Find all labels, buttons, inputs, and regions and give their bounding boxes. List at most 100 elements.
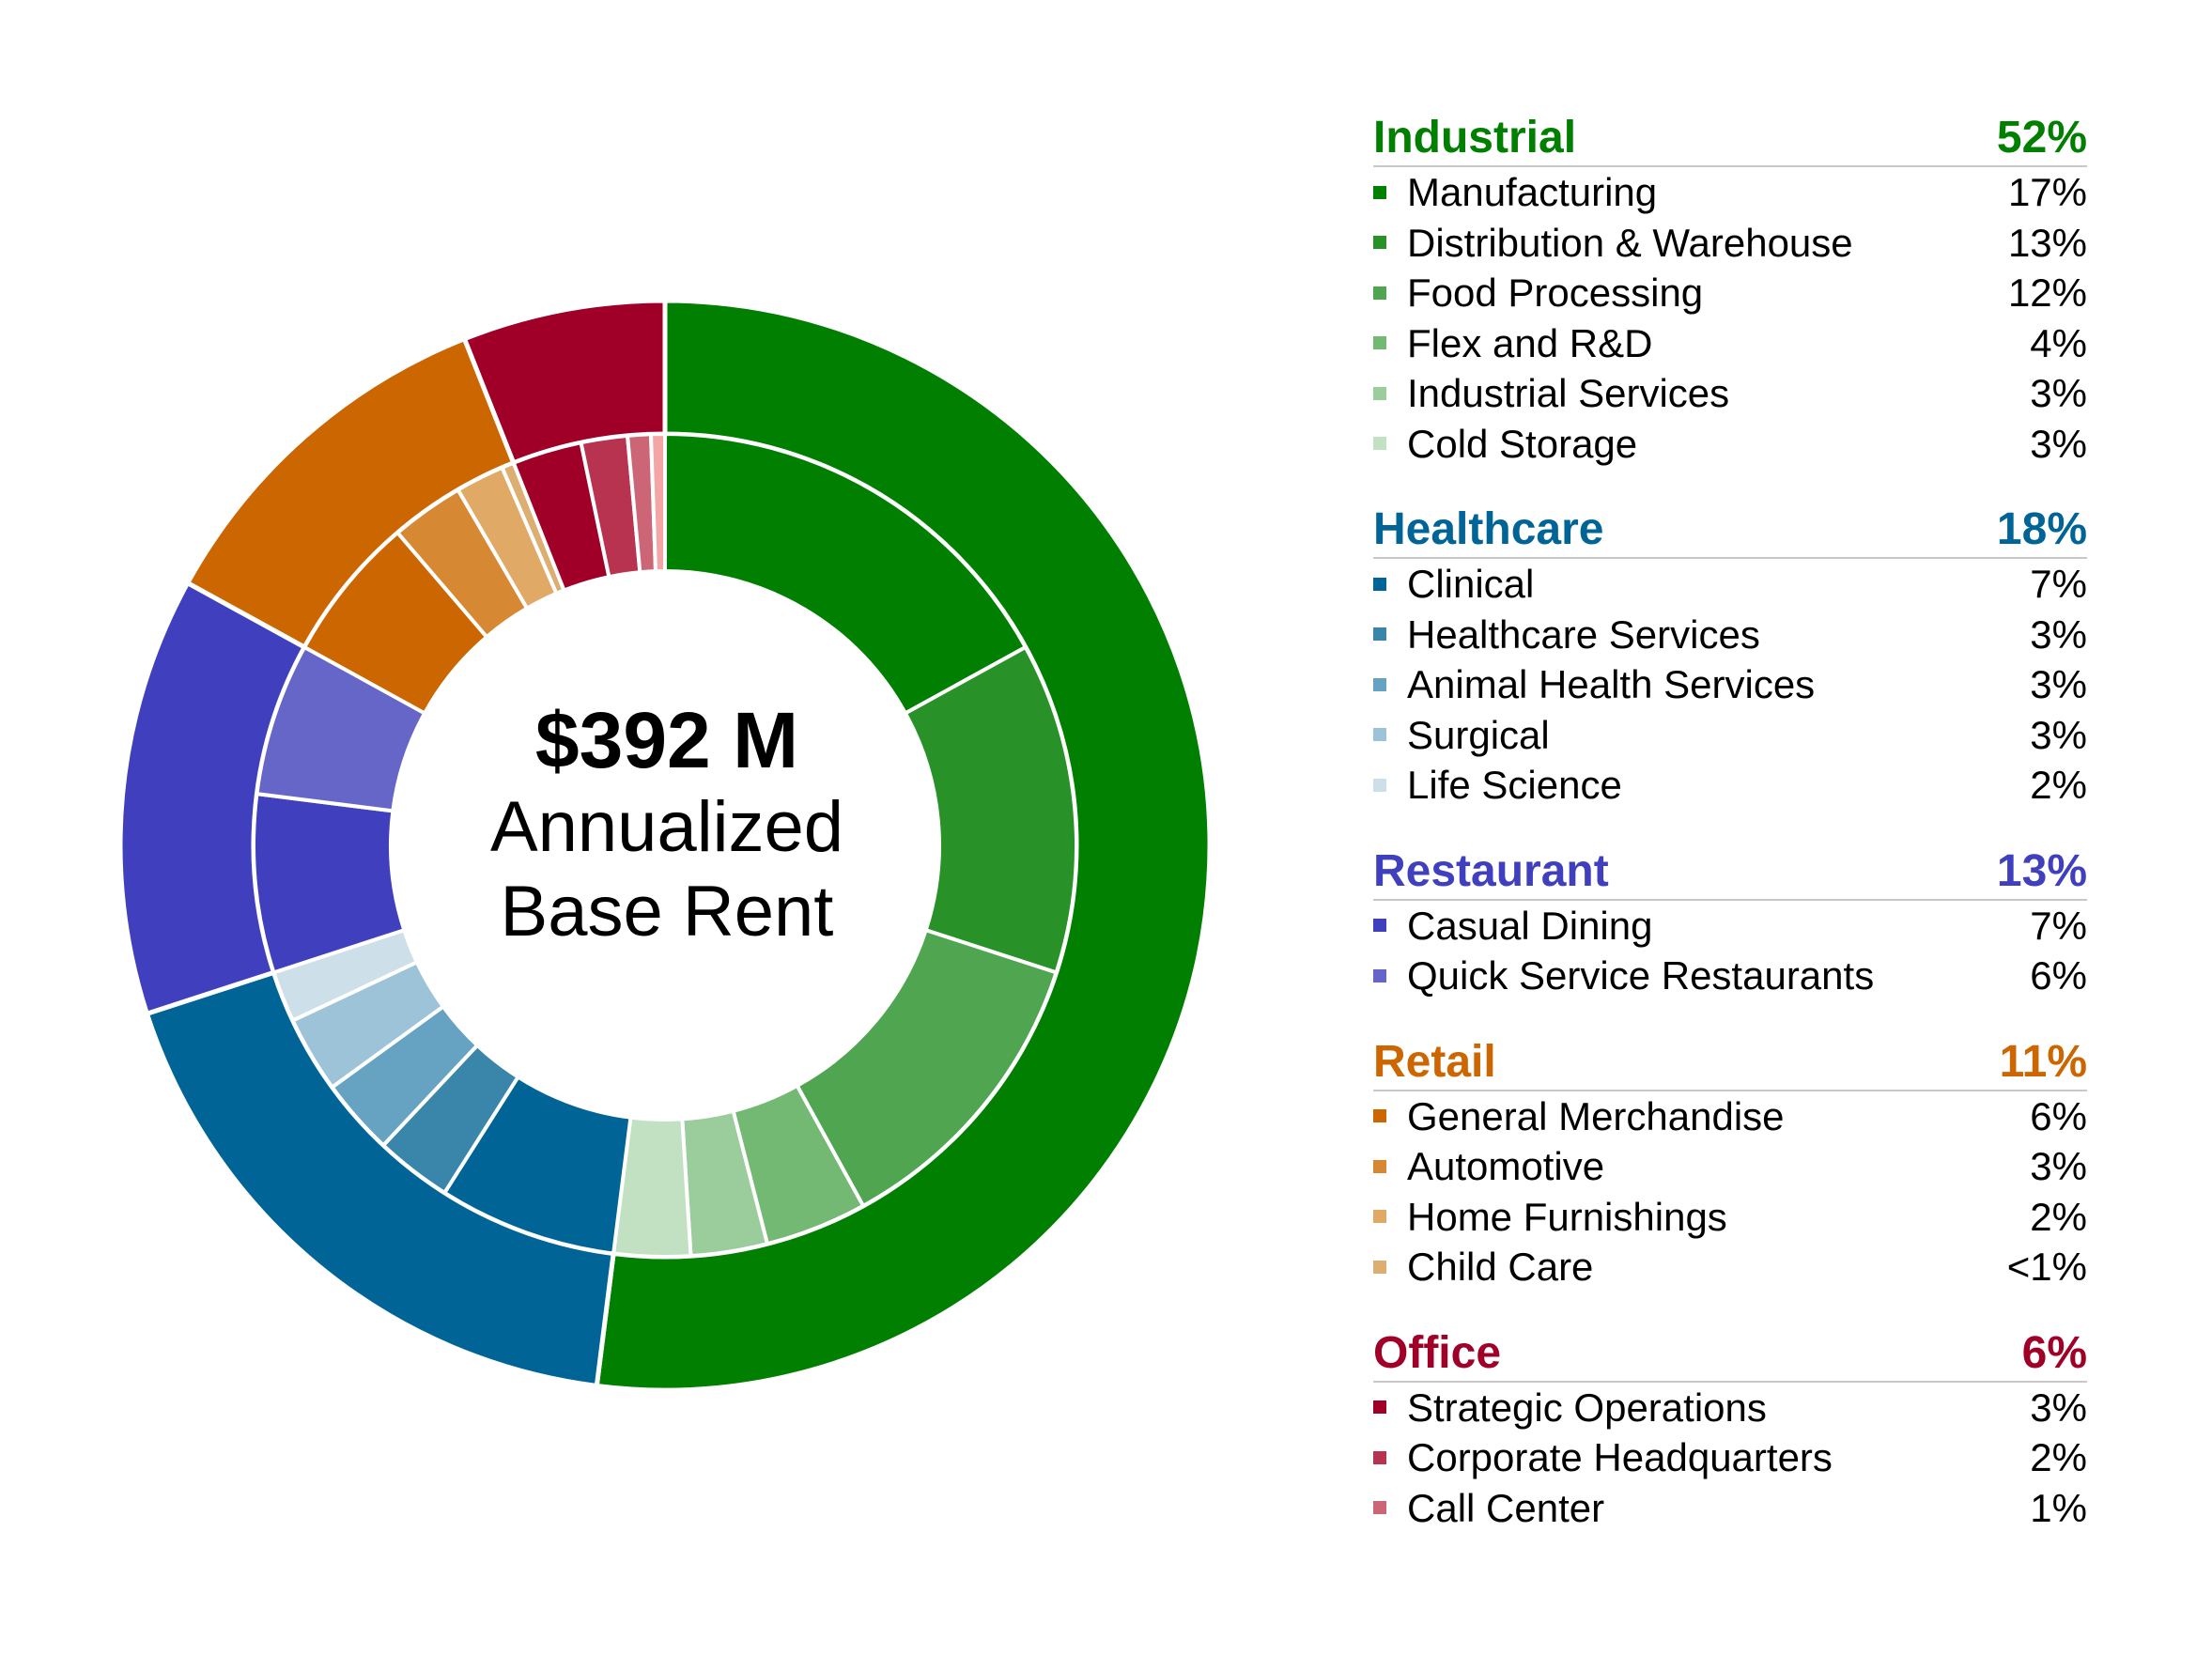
legend-item: Manufacturing 17% xyxy=(1373,167,2087,218)
legend-item-name: Call Center xyxy=(1407,1485,1605,1530)
legend-item-percent: 1% xyxy=(2030,1485,2087,1530)
legend-swatch-icon xyxy=(1373,1109,1386,1123)
legend-item-name: Flex and R&D xyxy=(1407,320,1653,365)
legend-swatch-icon xyxy=(1373,919,1386,933)
legend-item-name: Distribution & Warehouse xyxy=(1407,220,1853,265)
legend-swatch-icon xyxy=(1373,1450,1386,1464)
legend-item-name: Surgical xyxy=(1407,712,1550,757)
legend-item-name: Manufacturing xyxy=(1407,170,1658,214)
legend-group-header: Office 6% xyxy=(1373,1326,2087,1383)
legend-group-percent: 6% xyxy=(2021,1327,2087,1378)
legend-group-name: Healthcare xyxy=(1373,504,1604,554)
legend-item: Child Care <1% xyxy=(1373,1242,2087,1292)
legend-swatch-icon xyxy=(1373,677,1386,691)
legend-swatch-icon xyxy=(1373,968,1386,982)
legend-group-header: Retail 11% xyxy=(1373,1035,2087,1091)
legend-item-percent: 3% xyxy=(2030,611,2087,657)
legend-swatch-icon xyxy=(1373,627,1386,642)
total-value: $392 M xyxy=(534,696,799,784)
legend-item-percent: 6% xyxy=(2030,1093,2087,1138)
legend-item-name: Clinical xyxy=(1407,562,1535,606)
legend-item-percent: 7% xyxy=(2030,562,2087,606)
legend-item-percent: 3% xyxy=(2030,662,2087,706)
legend-item: Clinical 7% xyxy=(1373,559,2087,610)
legend-swatch-icon xyxy=(1373,1400,1386,1415)
legend-item: Industrial Services 3% xyxy=(1373,368,2087,419)
legend-item: Food Processing 12% xyxy=(1373,268,2087,318)
legend-group-retail: Retail 11% General Merchandise 6% Automotive… xyxy=(1373,1035,2087,1292)
legend-item-name: Casual Dining xyxy=(1407,903,1653,948)
legend-item-percent: 3% xyxy=(2030,421,2087,466)
legend-item-name: Healthcare Services xyxy=(1407,611,1760,657)
legend-item-percent: 3% xyxy=(2030,1144,2087,1188)
legend-group-name: Office xyxy=(1373,1327,1502,1378)
legend-item: Automotive 3% xyxy=(1373,1141,2087,1192)
legend-group-name: Industrial xyxy=(1373,113,1577,162)
legend-item: Cold Storage 3% xyxy=(1373,419,2087,470)
legend-item: Corporate Headquarters 2% xyxy=(1373,1432,2087,1483)
legend-item: Life Science 2% xyxy=(1373,760,2087,811)
legend-item: Home Furnishings 2% xyxy=(1373,1192,2087,1243)
legend-swatch-icon xyxy=(1373,778,1386,792)
legend-group-healthcare: Healthcare 18% Clinical 7% Healthcare Servic… xyxy=(1373,503,2087,811)
inner-slice-office-other-3 xyxy=(648,431,667,574)
legend-item-percent: <1% xyxy=(2006,1245,2087,1289)
legend-item-name: Home Furnishings xyxy=(1407,1194,1727,1239)
legend-item-percent: 3% xyxy=(2030,371,2087,415)
legend-swatch-icon xyxy=(1373,577,1386,591)
legend-item-name: Industrial Services xyxy=(1407,371,1730,415)
legend-group-header: Restaurant 13% xyxy=(1373,844,2087,901)
legend-item-percent: 7% xyxy=(2030,903,2087,948)
legend-item-percent: 2% xyxy=(2030,763,2087,807)
legend-group-name: Restaurant xyxy=(1373,845,1609,896)
legend-swatch-icon xyxy=(1373,336,1386,350)
center-line-2: Base Rent xyxy=(500,872,834,952)
legend-group-percent: 13% xyxy=(1996,845,2087,896)
legend-item-percent: 3% xyxy=(2030,1385,2087,1430)
legend-swatch-icon xyxy=(1373,437,1386,451)
legend-group-name: Retail xyxy=(1373,1036,1496,1087)
legend-item-name: Automotive xyxy=(1407,1144,1605,1188)
donut-chart xyxy=(120,301,1210,1390)
legend: Industrial 52% Manufacturing 17% Distributio… xyxy=(1373,111,2087,1567)
chart-center-label: $392 M Annualized Base Rent xyxy=(404,695,930,954)
legend-swatch-icon xyxy=(1373,185,1386,199)
legend-swatch-icon xyxy=(1373,1501,1386,1515)
legend-item: Strategic Operations 3% xyxy=(1373,1383,2087,1433)
legend-item-name: General Merchandise xyxy=(1407,1093,1785,1138)
legend-item-percent: 4% xyxy=(2030,320,2087,365)
legend-group-percent: 52% xyxy=(1996,113,2087,162)
inner-slice-manufacturing xyxy=(663,431,1029,717)
legend-item-name: Cold Storage xyxy=(1407,421,1638,466)
legend-group-restaurant: Restaurant 13% Casual Dining 7% Quick Servic… xyxy=(1373,844,2087,1001)
legend-item-percent: 6% xyxy=(2030,953,2087,998)
legend-swatch-icon xyxy=(1373,236,1386,250)
legend-swatch-icon xyxy=(1373,386,1386,400)
legend-swatch-icon xyxy=(1373,1159,1386,1173)
legend-item: Flex and R&D 4% xyxy=(1373,318,2087,369)
legend-group-percent: 11% xyxy=(1999,1036,2087,1087)
legend-item-name: Animal Health Services xyxy=(1407,662,1816,706)
legend-item-name: Food Processing xyxy=(1407,271,1704,315)
legend-group-header: Healthcare 18% xyxy=(1373,503,2087,559)
legend-item: Healthcare Services 3% xyxy=(1373,610,2087,660)
legend-item: Distribution & Warehouse 13% xyxy=(1373,218,2087,269)
legend-item: Casual Dining 7% xyxy=(1373,901,2087,952)
legend-item: Call Center 1% xyxy=(1373,1483,2087,1534)
legend-item-name: Corporate Headquarters xyxy=(1407,1435,1833,1479)
legend-group-header: Industrial 52% xyxy=(1373,111,2087,167)
legend-swatch-icon xyxy=(1373,1260,1386,1274)
legend-group-industrial: Industrial 52% Manufacturing 17% Distributio… xyxy=(1373,111,2087,469)
legend-group-percent: 18% xyxy=(1996,504,2087,554)
legend-item-percent: 13% xyxy=(2007,220,2087,265)
legend-item: Animal Health Services 3% xyxy=(1373,659,2087,710)
legend-item-name: Child Care xyxy=(1407,1245,1594,1289)
legend-item-percent: 2% xyxy=(2030,1194,2087,1239)
legend-swatch-icon xyxy=(1373,286,1386,300)
legend-item-percent: 12% xyxy=(2007,271,2087,315)
center-line-1: Annualized xyxy=(489,787,844,867)
legend-item-name: Strategic Operations xyxy=(1407,1385,1767,1430)
legend-swatch-icon xyxy=(1373,1210,1386,1224)
legend-item: General Merchandise 6% xyxy=(1373,1091,2087,1142)
legend-item-name: Quick Service Restaurants xyxy=(1407,953,1875,998)
